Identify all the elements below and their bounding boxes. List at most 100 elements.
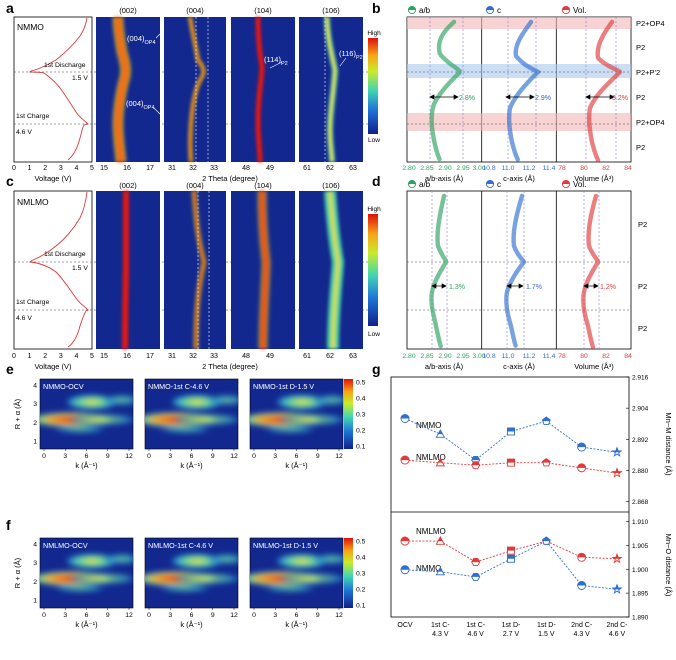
k-tick: 9 — [106, 612, 110, 619]
tt-tick: 31 — [168, 353, 176, 360]
ab-tick: 2.80 — [402, 353, 415, 360]
series-vol-b — [586, 19, 624, 163]
ab-tick: 3.00 — [472, 165, 485, 172]
x-tick: 2nd C- 4.6 V — [606, 622, 628, 638]
x-tick-line: 4.6 V — [609, 631, 626, 638]
v-tick: 5 — [90, 165, 94, 172]
mn-m-tick: 2.892 — [632, 437, 649, 444]
tt-tick: 62 — [326, 353, 334, 360]
two-theta-label: 2 Theta (degree) — [202, 362, 258, 371]
legend-label: c — [497, 6, 501, 15]
data-point-nmlmo — [577, 552, 587, 562]
tt-tick: 17 — [146, 353, 154, 360]
vol-tick: 82 — [602, 353, 610, 360]
v-tick: 2 — [43, 353, 47, 360]
axis-label: Volume (Å³) — [574, 174, 614, 183]
phase-labels-d: P2 P2 P2 — [638, 220, 647, 333]
peak-title: (106) — [322, 181, 340, 190]
k-axis-label: k (Å⁻¹) — [285, 620, 308, 629]
tt-tick: 32 — [189, 165, 197, 172]
map-title: NMLMO-1st D-1.5 V — [253, 541, 318, 550]
colorbar-a: High Low — [367, 30, 381, 144]
exafs-colorbar: 0.5 0.4 0.3 0.2 0.1 — [344, 538, 366, 610]
panel-letter-a: a — [6, 0, 14, 16]
tt-tick: 61 — [303, 353, 311, 360]
change-ab: 2.8% — [459, 95, 475, 102]
voltage-curve — [28, 17, 89, 161]
x-tick-line: OCV — [397, 622, 413, 629]
data-point-nmmo — [541, 536, 551, 545]
phase-labels-b: P2+OP4 P2 P2+P'2 P2 P2+OP4 P2 — [636, 19, 665, 152]
colorbar-tick: 0.1 — [356, 603, 366, 610]
data-point-nmmo — [435, 429, 446, 438]
panel-letter-d: d — [372, 173, 381, 189]
k-tick: 0 — [42, 612, 46, 619]
data-point-nmlmo — [471, 461, 481, 470]
change-arrows-d — [431, 283, 599, 289]
data-point-nmmo — [471, 572, 481, 581]
data-point-nmmo — [400, 565, 410, 575]
ab-tick: 3.00 — [472, 353, 485, 360]
mn-o-tick: 1.900 — [632, 567, 649, 574]
x-tick-line: 1st D- — [537, 622, 556, 629]
c-tick: 11.2 — [523, 165, 536, 172]
tt-tick: 63 — [349, 353, 357, 360]
legend-ab: a/b — [407, 179, 431, 189]
peak-titles-a: (002) (004) (104) (106) — [119, 6, 340, 15]
peak-title: (004) — [186, 6, 204, 15]
charge-voltage: 4.6 V — [16, 315, 32, 322]
label-nmmo-top: NMMO — [416, 421, 441, 430]
x-tick: 1st C- 4.3 V — [431, 622, 450, 638]
k-tick: 6 — [190, 453, 194, 460]
k-tick: 0 — [147, 612, 151, 619]
k-tick: 6 — [295, 453, 299, 460]
tt-tick: 63 — [349, 165, 357, 172]
v-tick: 1 — [28, 353, 32, 360]
r-tick: 1 — [33, 439, 37, 446]
voltage-profile-a: NMMO 1st Discharge 1.5 V 1st Charge 4.6 … — [12, 16, 368, 183]
legend-label: Vol. — [573, 6, 586, 15]
tt-tick: 15 — [100, 353, 108, 360]
data-point-nmmo — [577, 581, 587, 590]
panel-letter-e: e — [6, 361, 14, 377]
annotation-main: (116) — [339, 49, 356, 58]
exafs-map: NMMO-1st D-1.5 V 0 3 6 9 12 k (Å⁻¹) — [249, 378, 344, 470]
r-axis-label: R + α (Å) — [13, 398, 22, 429]
colorbar-tick: 0.5 — [356, 380, 366, 387]
series-ab-b — [429, 19, 463, 163]
v-tick: 3 — [59, 353, 63, 360]
k-tick: 6 — [295, 612, 299, 619]
change-vol: 3.2% — [612, 95, 628, 102]
v-tick: 1 — [28, 165, 32, 172]
r-tick: 2 — [33, 420, 37, 427]
label-nmlmo-bottom: NMLMO — [416, 527, 446, 536]
data-point-nmlmo — [611, 553, 623, 564]
axis-label: a/b-axis (Å) — [425, 174, 464, 183]
k-tick: 0 — [42, 453, 46, 460]
change-arrows-b — [429, 94, 615, 100]
x-tick: 1st D- 1.5 V — [537, 622, 556, 638]
series-ab-d — [429, 193, 449, 350]
xrd-heatmaps-c — [96, 190, 363, 350]
mn-m-tick: 2.880 — [632, 468, 649, 475]
x-labels-b: a/b-axis (Å) c-axis (Å) Volume (Å³) — [425, 174, 614, 183]
colorbar-tick: 0.4 — [356, 555, 366, 562]
k-tick: 12 — [230, 453, 238, 460]
x-tick-line: 2.7 V — [503, 631, 520, 638]
c-tick: 11.2 — [523, 353, 536, 360]
label-nmmo-bottom: NMMO — [416, 564, 441, 573]
c-tick: 10.8 — [482, 353, 495, 360]
tt-tick: 61 — [303, 165, 311, 172]
panel-letter-c: c — [6, 173, 14, 189]
axis-label: c-axis (Å) — [503, 174, 535, 183]
tt-tick: 15 — [100, 165, 108, 172]
k-tick: 0 — [252, 612, 256, 619]
phase-label: P2 — [636, 93, 645, 102]
k-tick: 0 — [147, 453, 151, 460]
map-title: NMLMO-1st C-4.6 V — [148, 541, 213, 550]
legend-vol: Vol. — [561, 179, 586, 189]
x-tick-line: 2nd C- — [571, 622, 593, 629]
panel-b: 2.8% 2.9% 3.2% a/b c Vol. P2+OP4 — [402, 5, 665, 183]
series-c-d — [504, 193, 527, 350]
k-axis-label: k (Å⁻¹) — [75, 620, 98, 629]
